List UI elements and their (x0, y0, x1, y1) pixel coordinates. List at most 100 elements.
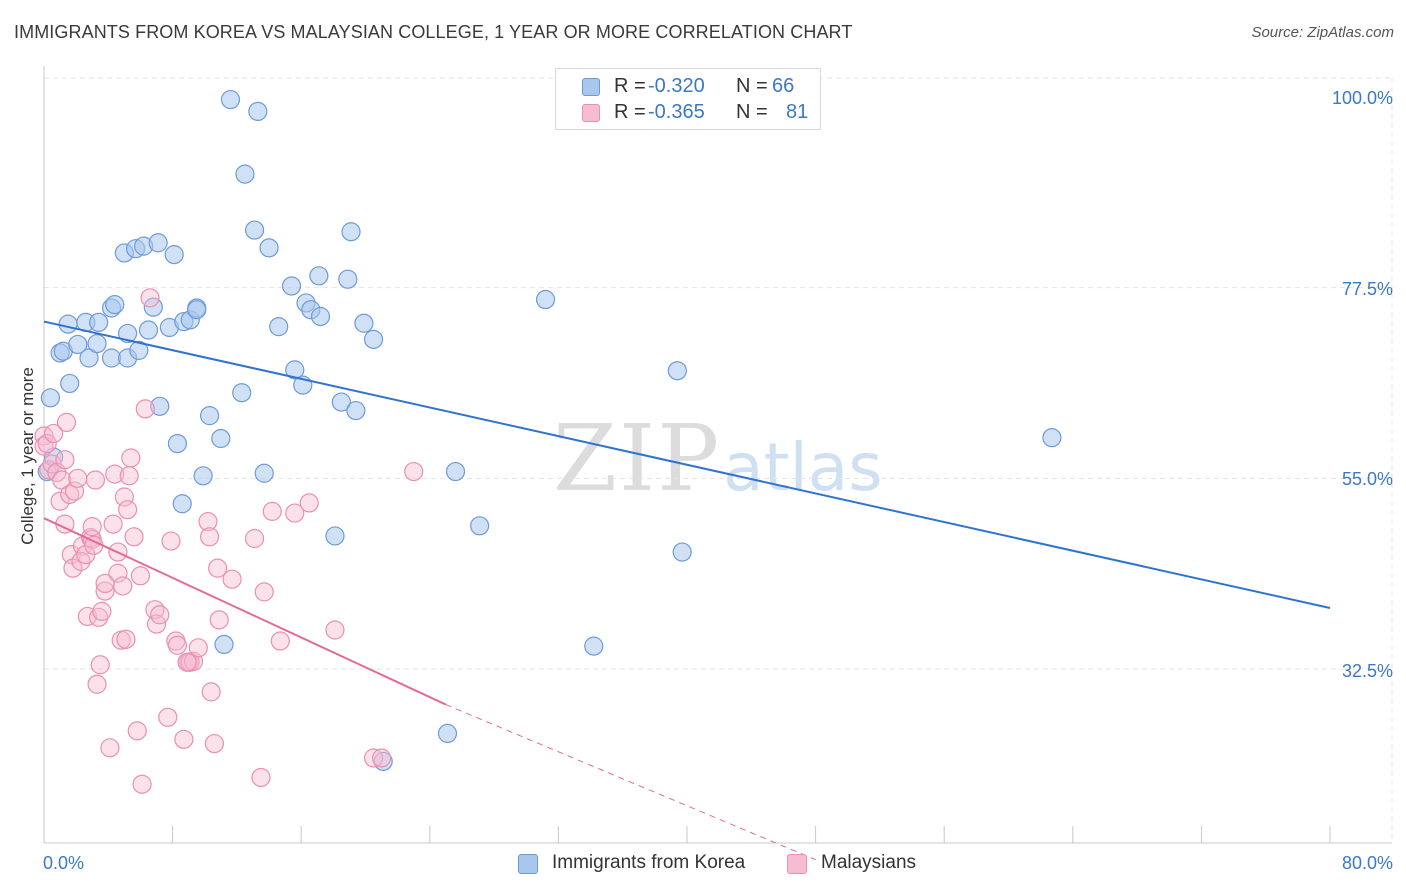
malaysian-series (34, 288, 424, 794)
malaysian-point (64, 481, 85, 501)
malaysian-point (285, 503, 305, 523)
malaysian-point (119, 466, 139, 486)
malaysian-point (201, 682, 221, 702)
malaysian-point (371, 748, 392, 768)
korea-point (437, 723, 458, 744)
malaysian-point (52, 470, 72, 490)
legend-n-label: N = (736, 75, 768, 97)
malaysian-point (95, 581, 115, 601)
korea-point (167, 433, 188, 454)
korea-point (87, 333, 107, 354)
korea-point (309, 266, 329, 286)
korea-point (138, 320, 159, 340)
legend-n-value: 66 (772, 75, 795, 97)
malaysian-point (204, 733, 224, 754)
x-tick-max: 80.0% (1341, 853, 1393, 873)
malaysian-point (44, 423, 64, 444)
korea-point (60, 373, 80, 394)
korea-point (79, 348, 99, 368)
malaysian-point (103, 514, 123, 534)
malaysian-point (108, 563, 128, 583)
korea-legend-swatch (518, 854, 538, 874)
malaysian-point (208, 558, 228, 578)
legend-row-malaysians: R = -0.365 N = 81 (556, 99, 820, 127)
korea-point (211, 428, 231, 449)
korea-series (37, 89, 1062, 771)
korea-trend-line (43, 320, 1331, 609)
korea-point (331, 392, 351, 412)
malaysian-point (132, 774, 152, 794)
malaysian-point (50, 491, 70, 511)
korea-point (89, 312, 109, 333)
korea-point (354, 313, 374, 333)
korea-point (363, 329, 384, 349)
malaysian-point (68, 468, 88, 488)
korea-point (105, 295, 125, 315)
trend-lines (43, 320, 1331, 861)
malaysian-point (244, 528, 265, 549)
malaysian-trend-line (43, 517, 447, 706)
korea-point (346, 400, 366, 421)
korea-point (164, 245, 184, 265)
korea-point (58, 314, 78, 334)
malaysian-point (404, 461, 424, 482)
watermark-zip: ZIP (553, 405, 722, 512)
legend-r-value: -0.320 (648, 75, 705, 97)
malaysian-point (198, 511, 218, 532)
korea-point (214, 634, 234, 655)
korea-point (193, 466, 213, 486)
malaysians-legend-label: Malaysians (821, 852, 917, 873)
malaysian-point (167, 635, 188, 655)
malaysian-point (130, 566, 151, 586)
malaysian-point (34, 436, 54, 456)
axes (43, 66, 1392, 844)
malaysian-point (85, 470, 106, 490)
korea-point (244, 220, 265, 240)
bottom-legend-korea: Immigrants from Korea (518, 852, 758, 876)
korea-point (148, 233, 168, 253)
malaysian-point (37, 433, 57, 454)
korea-point (129, 340, 149, 360)
korea-point (310, 306, 331, 327)
malaysian-point (89, 607, 109, 627)
malaysian-point (199, 527, 220, 547)
korea-point (150, 396, 170, 416)
korea-point (470, 516, 490, 536)
korea-point (101, 348, 122, 368)
malaysian-point (177, 652, 197, 672)
malaysian-point (116, 629, 136, 649)
korea-point (172, 494, 192, 514)
malaysian-point (121, 448, 141, 468)
korea-point (672, 542, 692, 562)
korea-point (445, 461, 466, 482)
korea-point (40, 388, 61, 408)
malaysian-point (188, 638, 208, 658)
malaysian-point (254, 582, 274, 602)
source-credit: Source: ZipAtlas.com (1251, 24, 1394, 41)
korea-point (338, 269, 358, 289)
malaysian-point (325, 620, 345, 640)
korea-point (667, 361, 687, 381)
korea-point (584, 636, 604, 656)
malaysian-point (113, 576, 133, 596)
korea-point (325, 526, 345, 546)
malaysian-trend-extension (445, 704, 816, 861)
korea-point (535, 289, 556, 310)
malaysian-point (105, 464, 125, 484)
legend-r-label: R = (614, 75, 646, 97)
bottom-legend-malaysians: Malaysians (787, 852, 927, 876)
legend-row-korea: R = -0.320 N = 66 (556, 73, 820, 101)
malaysian-point (363, 748, 384, 768)
legend: R = -0.320 N = 66 R = -0.365 N = 81 (555, 68, 821, 130)
korea-point (259, 238, 279, 258)
legend-r-label: R = (614, 101, 646, 123)
korea-point (187, 300, 207, 320)
legend-n-label: N = (736, 101, 768, 123)
malaysians-legend-swatch (787, 854, 807, 874)
korea-point (220, 89, 241, 110)
malaysian-point (114, 487, 134, 507)
malaysian-point (92, 601, 112, 621)
korea-point (281, 276, 302, 296)
malaysian-point (262, 501, 282, 521)
